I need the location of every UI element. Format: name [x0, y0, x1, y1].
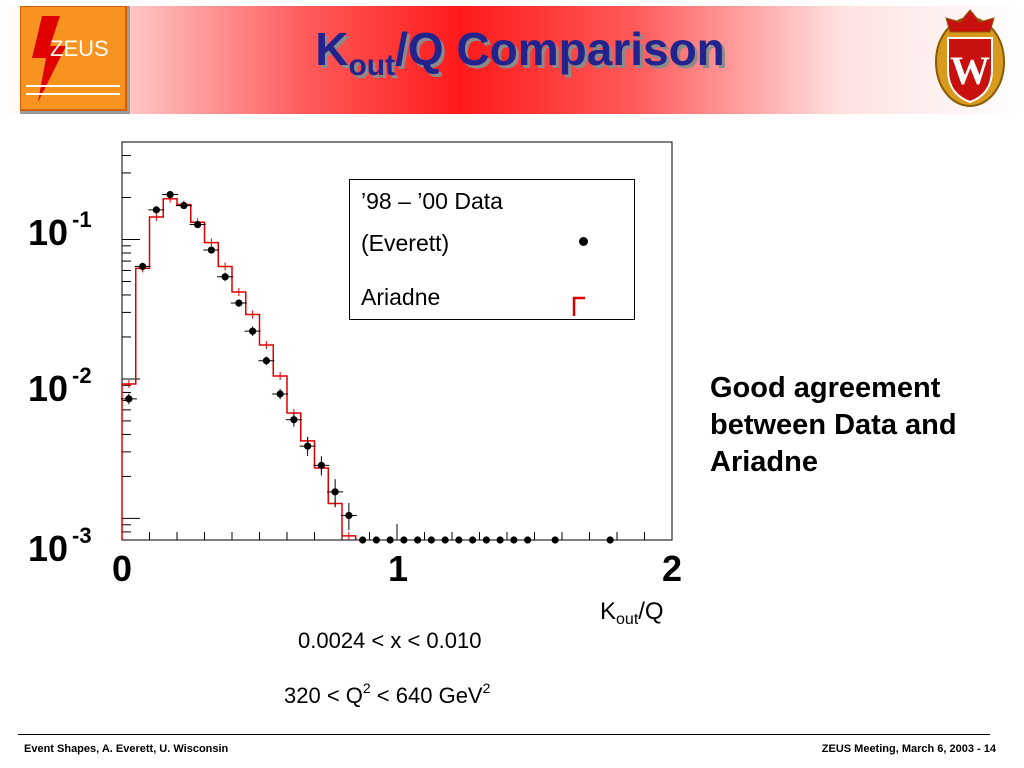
data-point-zero	[482, 536, 490, 544]
data-point	[276, 390, 284, 398]
data-point	[235, 299, 243, 307]
footer-right: ZEUS Meeting, March 6, 2003 - 14	[821, 743, 996, 755]
data-point-zero	[524, 536, 532, 544]
data-point	[152, 206, 160, 214]
data-point	[207, 246, 215, 254]
data-point-zero	[414, 536, 422, 544]
legend-data-marker	[579, 237, 588, 246]
data-point	[345, 511, 353, 520]
y-tick-label-2: 10 -2	[28, 363, 92, 409]
data-point	[331, 488, 339, 496]
title-k: K	[315, 23, 349, 75]
data-point	[180, 201, 188, 210]
data-point-zero	[386, 536, 394, 544]
y-tick-label-3: 10 -3	[28, 523, 92, 569]
chart-legend: ’98 – ’00 Data (Everett) Ariadne	[349, 179, 635, 320]
q2-range-cut: 320 < Q2 < 640 GeV2	[284, 680, 491, 708]
x-range-cut: 0.0024 < x < 0.010	[298, 628, 482, 653]
zeus-logo: ZEUS	[20, 6, 130, 114]
data-point	[249, 327, 257, 335]
conclusion-note: Good agreement between Data and Ariadne	[710, 372, 957, 478]
data-point	[166, 190, 174, 199]
uw-logo-text: W	[950, 48, 990, 93]
uw-crest-logo: W	[935, 9, 1005, 107]
legend-data-label-2: (Everett)	[361, 230, 450, 256]
ariadne-histogram	[121, 197, 357, 540]
data-point-zero	[551, 536, 559, 544]
title-rest: /Q Comparison	[395, 23, 725, 75]
data-point-zero	[496, 536, 504, 544]
data-point-zero	[372, 536, 380, 544]
legend-mc-marker	[572, 296, 585, 316]
data-point-zero	[469, 536, 477, 544]
title-banner	[0, 6, 1024, 114]
x-tick-label-0: 0	[112, 548, 133, 589]
data-point	[290, 416, 298, 424]
data-point-zero	[441, 536, 449, 544]
data-point-zero	[606, 536, 614, 544]
legend-data-label: ’98 – ’00 Data	[361, 188, 503, 214]
footer-divider	[18, 734, 990, 735]
zeus-logo-text: ZEUS	[50, 36, 109, 61]
data-point	[125, 395, 133, 403]
data-point-zero	[455, 536, 463, 544]
footer-left: Event Shapes, A. Everett, U. Wisconsin	[24, 743, 229, 755]
slide-title: Kout/Q Comparison	[240, 22, 800, 83]
data-point	[194, 220, 202, 229]
data-point	[304, 442, 312, 450]
data-point	[221, 273, 229, 281]
x-tick-label-1: 1	[388, 548, 409, 589]
data-point-zero	[510, 536, 518, 544]
title-out: out	[348, 49, 396, 82]
data-point	[262, 357, 270, 365]
x-axis-title: Kout/Q	[600, 598, 664, 628]
data-point-zero	[400, 536, 408, 544]
x-tick-label-2: 2	[662, 548, 683, 589]
data-point-zero	[359, 536, 367, 544]
data-point-zero	[427, 536, 435, 544]
data-point	[139, 262, 147, 271]
y-tick-label-1: 10 -1	[28, 207, 92, 253]
legend-mc-label: Ariadne	[361, 284, 441, 310]
data-point	[317, 461, 325, 469]
